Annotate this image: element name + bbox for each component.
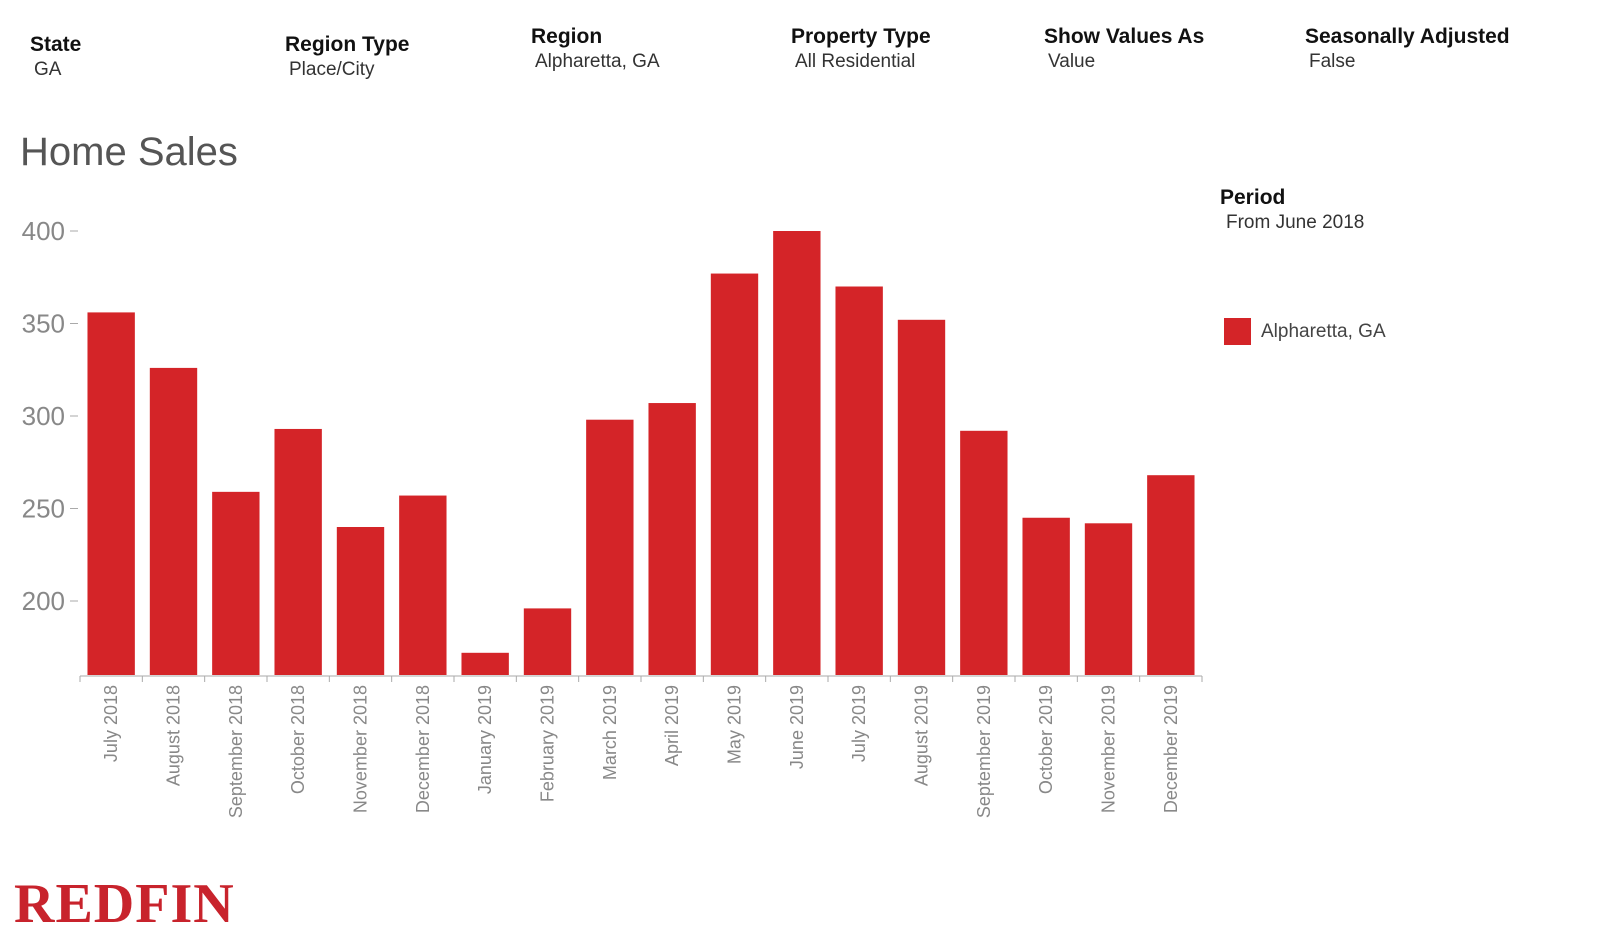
bar bbox=[523, 608, 572, 675]
filter-show-values-as[interactable]: Show Values As Value bbox=[1044, 25, 1204, 73]
filter-state[interactable]: State GA bbox=[30, 33, 81, 81]
x-tick-label: July 2018 bbox=[101, 685, 121, 762]
x-tick-label: February 2019 bbox=[538, 685, 558, 802]
x-tick-label: October 2018 bbox=[288, 685, 308, 794]
filter-region-label: Region bbox=[531, 25, 603, 48]
x-tick-label: November 2018 bbox=[351, 685, 371, 813]
filter-property-type-label: Property Type bbox=[791, 25, 931, 48]
bar bbox=[773, 231, 821, 675]
x-tick-label: October 2019 bbox=[1036, 685, 1056, 794]
x-tick-label: July 2019 bbox=[849, 685, 869, 762]
period-label: Period bbox=[1220, 186, 1286, 209]
filter-state-label: State bbox=[30, 33, 82, 56]
filter-seasonally-adjusted[interactable]: Seasonally Adjusted False bbox=[1305, 25, 1510, 73]
y-tick-label: 300 bbox=[22, 401, 65, 431]
x-tick-label: September 2019 bbox=[974, 685, 994, 818]
x-tick-label: November 2019 bbox=[1099, 685, 1119, 813]
x-tick-label: May 2019 bbox=[725, 685, 745, 764]
chart-title: Home Sales bbox=[20, 130, 238, 174]
filter-show-values-as-label: Show Values As bbox=[1044, 25, 1205, 48]
y-tick-label: 250 bbox=[22, 494, 65, 524]
x-tick-label: March 2019 bbox=[600, 685, 620, 780]
bar bbox=[835, 286, 883, 675]
filter-region[interactable]: Region Alpharetta, GA bbox=[531, 25, 660, 73]
x-tick-label: September 2018 bbox=[226, 685, 246, 818]
period-value[interactable]: From June 2018 bbox=[1226, 212, 1365, 233]
filter-seasonally-adjusted-label: Seasonally Adjusted bbox=[1305, 25, 1510, 48]
y-tick-label: 400 bbox=[22, 216, 65, 246]
legend-swatch bbox=[1224, 318, 1251, 345]
filter-region-type-label: Region Type bbox=[285, 33, 410, 56]
x-tick-label: December 2018 bbox=[413, 685, 433, 813]
filter-state-value[interactable]: GA bbox=[34, 59, 62, 80]
x-tick-label: June 2019 bbox=[787, 685, 807, 769]
filter-show-values-as-value[interactable]: Value bbox=[1048, 51, 1096, 72]
filter-property-type[interactable]: Property Type All Residential bbox=[791, 25, 931, 73]
bar bbox=[1022, 517, 1070, 675]
filter-region-type-value[interactable]: Place/City bbox=[289, 59, 375, 80]
bar bbox=[960, 430, 1008, 675]
filter-region-value[interactable]: Alpharetta, GA bbox=[535, 51, 660, 72]
bar bbox=[87, 312, 135, 675]
x-tick-label: August 2019 bbox=[912, 685, 932, 786]
bar bbox=[461, 652, 509, 675]
y-tick-label: 350 bbox=[22, 309, 65, 339]
bar bbox=[710, 273, 759, 675]
x-tick-label: April 2019 bbox=[662, 685, 682, 766]
bar bbox=[274, 428, 322, 675]
bar bbox=[149, 367, 198, 675]
bar bbox=[648, 403, 696, 675]
bar bbox=[1084, 523, 1133, 675]
bar bbox=[399, 495, 447, 675]
bar bbox=[897, 319, 946, 675]
x-tick-label: December 2019 bbox=[1161, 685, 1181, 813]
filter-seasonally-adjusted-value[interactable]: False bbox=[1309, 51, 1356, 72]
filter-region-type[interactable]: Region Type Place/City bbox=[285, 33, 409, 81]
bar bbox=[336, 527, 385, 675]
bar bbox=[586, 419, 634, 675]
filter-property-type-value[interactable]: All Residential bbox=[795, 51, 916, 72]
y-tick-label: 200 bbox=[22, 586, 65, 616]
x-tick-label: August 2018 bbox=[164, 685, 184, 786]
legend[interactable]: Alpharetta, GA bbox=[1224, 318, 1386, 345]
bar bbox=[1147, 475, 1195, 675]
period-filter[interactable]: Period From June 2018 bbox=[1220, 186, 1364, 234]
legend-series-label: Alpharetta, GA bbox=[1261, 320, 1386, 342]
redfin-logo: REDFIN bbox=[14, 873, 235, 935]
x-tick-label: January 2019 bbox=[475, 685, 495, 794]
bar bbox=[212, 491, 260, 675]
